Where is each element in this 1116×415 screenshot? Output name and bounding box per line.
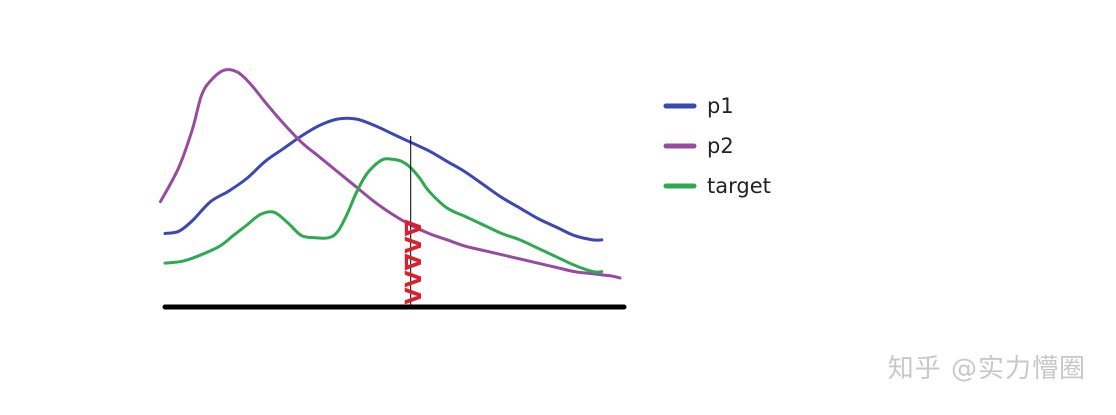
legend: p1 p2 target — [663, 94, 771, 198]
series-line-p2 — [158, 68, 622, 280]
series-line-target — [163, 157, 604, 274]
legend-label-p2: p2 — [707, 134, 734, 158]
series-layer — [158, 68, 622, 280]
series-line-p1 — [163, 116, 604, 242]
legend-label-target: target — [707, 174, 771, 198]
legend-label-p1: p1 — [707, 94, 734, 118]
watermark-text: 知乎 @实力懵圈 — [887, 354, 1086, 384]
vertical-marker-label: ΔΛΔΛΛ — [399, 219, 424, 304]
